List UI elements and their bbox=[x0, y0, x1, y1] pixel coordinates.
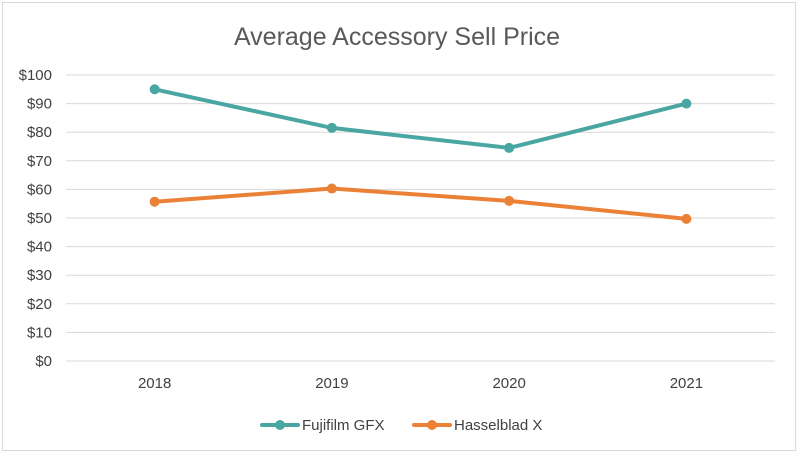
y-tick-label: $20 bbox=[27, 296, 52, 313]
y-tick-label: $90 bbox=[27, 96, 52, 113]
data-point bbox=[149, 196, 160, 207]
y-tick-label: $0 bbox=[35, 353, 52, 370]
series-line-1 bbox=[152, 87, 689, 150]
chart-frame bbox=[2, 2, 796, 451]
y-tick-label: $60 bbox=[27, 181, 52, 198]
data-point bbox=[326, 122, 337, 133]
y-axis-tick-labels: $0 $10 $20 $30 $40 $50 $60 $70 $80 $90 $100 bbox=[19, 67, 52, 370]
data-point bbox=[504, 142, 515, 153]
data-point bbox=[504, 195, 515, 206]
legend: Fujifilm GFX Hasselblad X bbox=[260, 417, 542, 434]
data-point bbox=[326, 183, 337, 194]
x-tick-label: 2018 bbox=[138, 375, 171, 392]
legend-dot-marker bbox=[427, 420, 437, 430]
y-tick-label: $100 bbox=[19, 67, 52, 84]
x-tick-label: 2020 bbox=[492, 375, 525, 392]
x-tick-label: 2019 bbox=[315, 375, 348, 392]
series-line-2 bbox=[152, 186, 689, 221]
data-point bbox=[681, 213, 692, 224]
x-tick-label: 2021 bbox=[670, 375, 703, 392]
legend-label: Hasselblad X bbox=[454, 417, 542, 434]
x-axis-tick-labels: 2018 2019 2020 2021 bbox=[138, 375, 703, 392]
y-tick-label: $40 bbox=[27, 239, 52, 256]
y-tick-label: $50 bbox=[27, 210, 52, 227]
y-tick-label: $70 bbox=[27, 153, 52, 170]
series-lines bbox=[149, 84, 692, 224]
legend-dot-marker bbox=[275, 420, 285, 430]
y-tick-label: $30 bbox=[27, 267, 52, 284]
y-tick-label: $80 bbox=[27, 124, 52, 141]
data-point bbox=[149, 84, 160, 95]
data-point bbox=[681, 98, 692, 109]
y-tick-label: $10 bbox=[27, 324, 52, 341]
chart-title: Average Accessory Sell Price bbox=[234, 23, 560, 51]
gridlines bbox=[66, 74, 775, 362]
legend-label: Fujifilm GFX bbox=[302, 417, 385, 434]
